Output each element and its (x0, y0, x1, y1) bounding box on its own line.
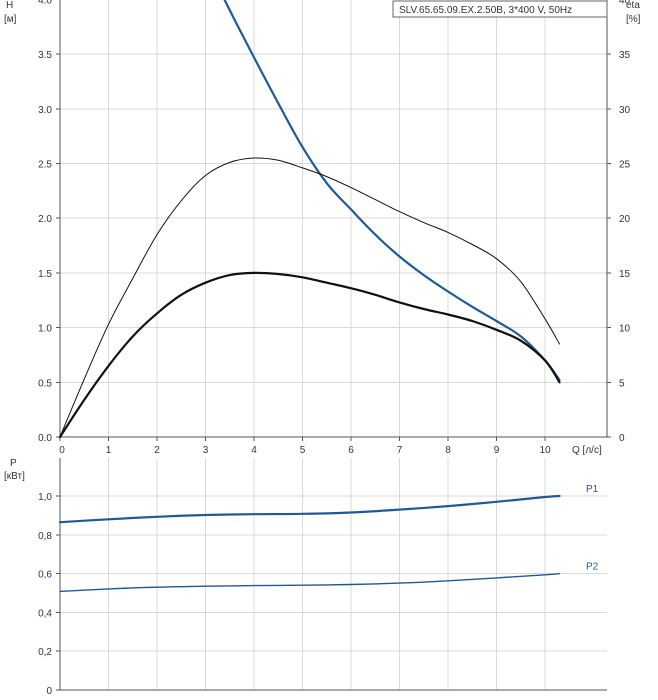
x-tick-label-3: 3 (203, 445, 209, 456)
y-left-tick-label-1.0: 1.0 (38, 324, 52, 335)
series-label-p2: P2 (586, 562, 599, 573)
y-left-tick-label-3.5: 3.5 (38, 50, 52, 61)
x-tick-label-10: 10 (539, 445, 551, 456)
y-axis-label-right-name: eta (626, 0, 640, 11)
x-axis-label: Q [л/с] (572, 445, 602, 456)
y-axis-label-right-unit: [%] (626, 14, 641, 25)
power-tick-label-0,4: 0,4 (38, 608, 52, 619)
y-left-tick-label-2.5: 2.5 (38, 160, 52, 171)
y-left-tick-label-0.0: 0.0 (38, 433, 52, 444)
power-curve-p1 (58, 494, 561, 524)
power-tick-label-0: 0 (46, 686, 52, 697)
head-eta-gridlines (59, 0, 608, 438)
series-label-p1: P1 (586, 484, 599, 495)
head-curve (223, 0, 561, 382)
y-right-tick-label-25: 25 (619, 160, 631, 171)
series-labels: P1 P2 (586, 484, 599, 573)
y-axis-label-left-name: H (6, 0, 13, 11)
head-eta-curves (58, 0, 561, 439)
x-tick-label-8: 8 (445, 445, 451, 456)
power-axis-label-unit: [кВт] (4, 471, 25, 482)
y-right-tick-label-5: 5 (619, 378, 625, 389)
power-tick-label-0,6: 0,6 (38, 570, 52, 581)
power-axis-label-name: P (10, 458, 17, 469)
head-eta-tick-labels: 0 1 2 3 4 5 6 7 8 9 10 0.0 0.5 1.0 1.5 2.0 2.5 3.0 3.5 4.0 4… (38, 0, 630, 456)
y-left-tick-label-0.5: 0.5 (38, 378, 52, 389)
power-tick-label-1,0: 1,0 (38, 492, 52, 503)
x-tick-label-1: 1 (106, 445, 112, 456)
power-tick-labels: 0 0,2 0,4 0,6 0,8 1,0 (38, 492, 60, 697)
y-right-tick-label-10: 10 (619, 324, 631, 335)
y-left-tick-label-1.5: 1.5 (38, 269, 52, 280)
x-tick-label-9: 9 (494, 445, 500, 456)
power-curve-p2 (59, 572, 561, 593)
power-tick-label-0,2: 0,2 (38, 647, 52, 658)
power-gridlines (59, 458, 607, 691)
y-right-tick-label-35: 35 (619, 50, 631, 61)
power-curves (58, 494, 561, 593)
y-right-tick-label-20: 20 (619, 214, 631, 225)
y-right-tick-label-30: 30 (619, 105, 631, 116)
x-tick-label-4: 4 (251, 445, 257, 456)
y-right-tick-label-15: 15 (619, 269, 631, 280)
x-tick-label-2: 2 (154, 445, 160, 456)
efficiency-curve (59, 157, 560, 438)
title-frame (392, 0, 608, 18)
x-tick-label-6: 6 (348, 445, 354, 456)
x-tick-label-0: 0 (59, 445, 65, 456)
y-left-tick-label-3.0: 3.0 (38, 105, 52, 116)
y-right-tick-label-0: 0 (619, 433, 625, 444)
y-left-tick-label-4.0: 4.0 (38, 0, 52, 6)
x-tick-label-5: 5 (300, 445, 306, 456)
y-left-tick-label-2.0: 2.0 (38, 214, 52, 225)
y-axis-label-left-unit: [м] (4, 14, 17, 25)
x-tick-label-7: 7 (397, 445, 403, 456)
y-right-tick-label-40: 40 (619, 0, 631, 6)
total-efficiency-curve (58, 271, 561, 439)
chart-title-box: SLV.65.65.09.EX.2.50B, 3*400 V, 50Hz (392, 0, 608, 18)
chart-title: SLV.65.65.09.EX.2.50B, 3*400 V, 50Hz (399, 5, 572, 16)
power-tick-label-0,8: 0,8 (38, 531, 52, 542)
